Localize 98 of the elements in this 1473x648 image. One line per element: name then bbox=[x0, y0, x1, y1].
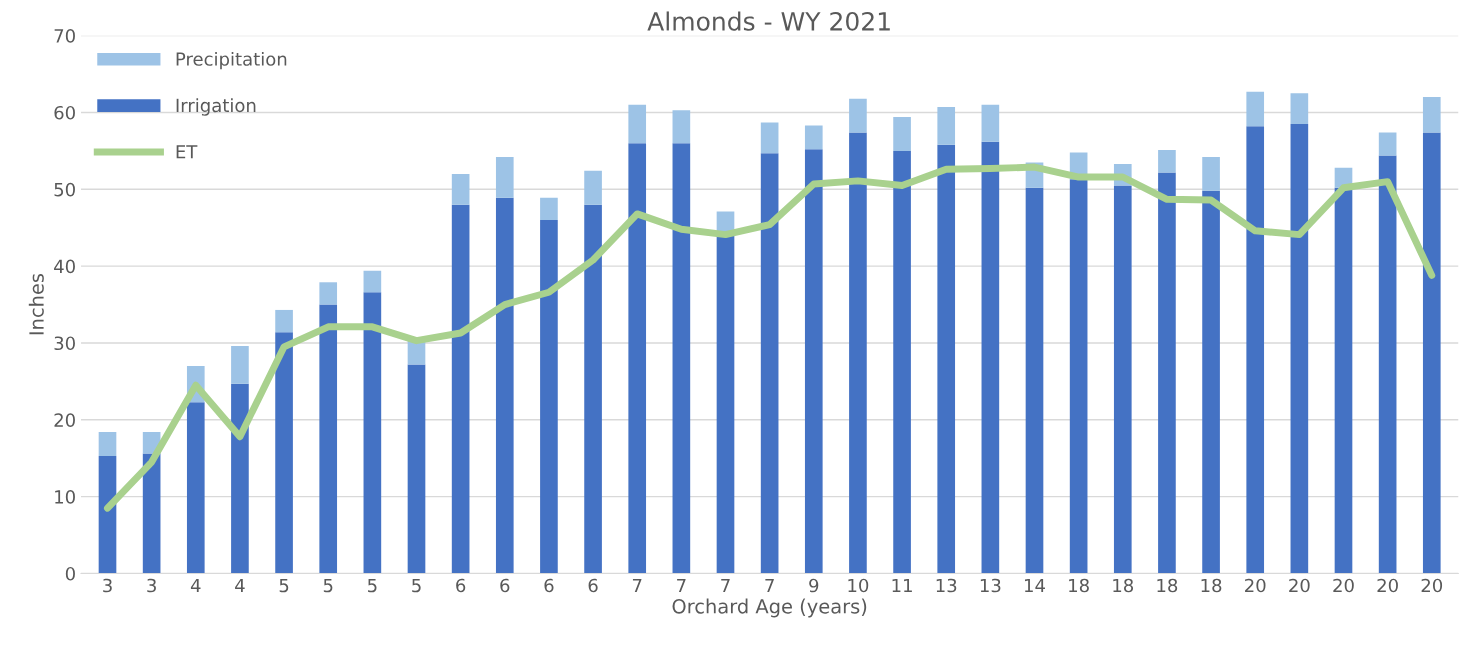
bar bbox=[804, 149, 823, 574]
bar bbox=[1158, 172, 1176, 574]
x-tick-label: 4 bbox=[235, 578, 245, 593]
x-tick-label: 3 bbox=[103, 578, 112, 593]
bar bbox=[1422, 97, 1441, 133]
y-tick-label: 40 bbox=[54, 259, 75, 274]
bar bbox=[1158, 150, 1176, 173]
x-axis-title: Orchard Age (years) bbox=[672, 598, 867, 618]
x-tick-label: 7 bbox=[765, 578, 774, 593]
bar bbox=[495, 157, 514, 198]
bar bbox=[672, 143, 691, 574]
bar bbox=[1378, 132, 1397, 156]
x-tick-label: 3 bbox=[147, 578, 156, 593]
bar bbox=[937, 107, 956, 145]
x-tick-label: 7 bbox=[632, 578, 642, 593]
bar bbox=[981, 104, 1000, 142]
bar bbox=[1202, 190, 1220, 574]
x-tick-label: 7 bbox=[677, 578, 686, 593]
bar bbox=[1025, 187, 1044, 574]
bar bbox=[1290, 93, 1309, 124]
bar bbox=[319, 304, 338, 574]
bar bbox=[981, 141, 1000, 574]
x-tick-label: 13 bbox=[980, 578, 1001, 593]
legend-label: ET bbox=[176, 145, 198, 159]
y-tick-label: 10 bbox=[55, 490, 75, 504]
bar bbox=[319, 282, 338, 305]
bar bbox=[1246, 126, 1265, 574]
x-tick-label: 5 bbox=[412, 578, 421, 593]
y-axis-title: Inches bbox=[28, 273, 44, 335]
bar bbox=[849, 98, 867, 133]
x-tick-label: 7 bbox=[721, 578, 730, 593]
bar bbox=[98, 455, 117, 574]
x-tick-label: 6 bbox=[456, 578, 466, 593]
bar bbox=[495, 197, 514, 574]
chart-title: Almonds - WY 2021 bbox=[647, 11, 890, 31]
x-tick-label: 6 bbox=[544, 578, 554, 593]
x-tick-label: 20 bbox=[1289, 578, 1310, 593]
bar bbox=[451, 204, 470, 574]
bar bbox=[584, 204, 602, 574]
bar bbox=[231, 346, 249, 384]
y-tick-label: 70 bbox=[54, 29, 75, 43]
x-tick-label: 10 bbox=[848, 578, 869, 593]
bar bbox=[628, 104, 647, 144]
x-tick-label: 5 bbox=[279, 578, 289, 593]
x-tick-label: 5 bbox=[323, 578, 333, 593]
x-tick-label: 18 bbox=[1069, 578, 1089, 593]
bar bbox=[451, 173, 470, 205]
bar bbox=[1422, 132, 1441, 574]
bar bbox=[1069, 179, 1088, 574]
bar bbox=[540, 197, 558, 221]
x-tick-label: 5 bbox=[368, 578, 377, 593]
bar bbox=[760, 153, 779, 574]
bar bbox=[1334, 187, 1353, 574]
x-tick-label: 20 bbox=[1377, 578, 1398, 593]
legend-label: Precipitation bbox=[176, 51, 287, 70]
bar bbox=[893, 117, 911, 151]
bar bbox=[1378, 155, 1397, 574]
bar bbox=[231, 383, 249, 574]
bar bbox=[1113, 185, 1132, 574]
bar bbox=[363, 292, 382, 574]
x-tick-label: 9 bbox=[809, 578, 819, 593]
bar bbox=[584, 170, 602, 205]
x-tick-label: 20 bbox=[1333, 578, 1354, 593]
bar bbox=[98, 432, 117, 456]
bar bbox=[1202, 157, 1220, 191]
x-tick-label: 11 bbox=[892, 578, 912, 593]
y-tick-label: 50 bbox=[54, 182, 75, 197]
bar bbox=[1290, 124, 1309, 574]
bar bbox=[760, 122, 779, 154]
y-tick-label: 30 bbox=[54, 336, 75, 351]
bar bbox=[628, 143, 647, 574]
x-tick-label: 18 bbox=[1201, 578, 1222, 593]
legend-label: Irrigation bbox=[176, 98, 256, 116]
bar bbox=[1246, 91, 1265, 127]
bar bbox=[716, 233, 735, 574]
x-tick-label: 20 bbox=[1421, 578, 1443, 593]
y-tick-label: 60 bbox=[54, 105, 75, 120]
bar bbox=[937, 144, 956, 574]
bar bbox=[804, 125, 823, 150]
x-tick-label: 20 bbox=[1245, 578, 1266, 593]
x-tick-label: 4 bbox=[190, 578, 201, 593]
bar bbox=[275, 332, 293, 574]
bar bbox=[540, 220, 558, 574]
bar bbox=[849, 132, 867, 574]
x-tick-label: 6 bbox=[588, 578, 598, 593]
y-tick-label: 20 bbox=[54, 413, 75, 427]
bar bbox=[672, 110, 691, 144]
bar bbox=[893, 150, 911, 574]
bar bbox=[186, 402, 205, 574]
x-tick-label: 18 bbox=[1113, 578, 1134, 593]
y-tick-label: 0 bbox=[65, 566, 75, 581]
x-tick-label: 14 bbox=[1024, 578, 1045, 593]
x-tick-label: 13 bbox=[936, 578, 957, 593]
bar bbox=[363, 270, 382, 293]
x-tick-label: 18 bbox=[1157, 578, 1178, 593]
x-tick-label: 6 bbox=[500, 578, 510, 593]
bar bbox=[275, 309, 293, 333]
bar bbox=[407, 364, 426, 574]
